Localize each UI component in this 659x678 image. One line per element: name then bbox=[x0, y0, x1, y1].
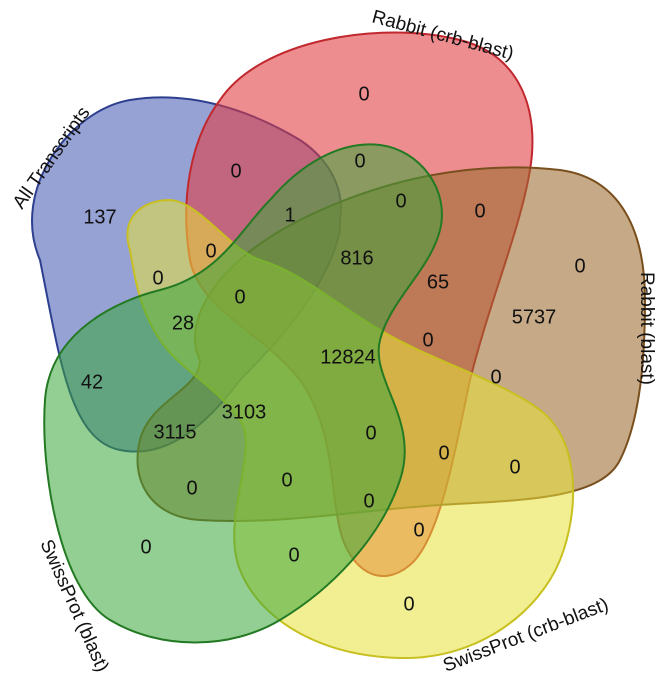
region-count: 42 bbox=[81, 371, 103, 393]
region-count: 0 bbox=[234, 286, 245, 308]
region-count: 0 bbox=[288, 544, 299, 566]
label-rabbit-blast: Rabbit (blast) bbox=[636, 272, 657, 385]
region-count: 1 bbox=[284, 204, 295, 226]
region-count: 0 bbox=[422, 329, 433, 351]
region-count: 0 bbox=[281, 469, 292, 491]
region-count: 0 bbox=[403, 593, 414, 615]
region-count: 3115 bbox=[153, 421, 196, 443]
region-count: 0 bbox=[490, 366, 501, 388]
region-count: 0 bbox=[474, 200, 485, 222]
region-count: 0 bbox=[574, 255, 585, 277]
region-count: 5737 bbox=[512, 306, 557, 328]
region-count: 0 bbox=[140, 536, 151, 558]
region-count: 0 bbox=[509, 456, 520, 478]
region-count: 0 bbox=[230, 160, 241, 182]
region-count: 28 bbox=[172, 312, 194, 334]
region-count: 0 bbox=[365, 422, 376, 444]
region-count: 0 bbox=[354, 150, 365, 172]
region-count: 0 bbox=[186, 477, 197, 499]
region-count: 137 bbox=[83, 206, 116, 228]
region-count: 0 bbox=[205, 240, 216, 262]
region-count: 0 bbox=[395, 190, 406, 212]
region-count: 12824 bbox=[320, 346, 376, 368]
region-count: 0 bbox=[413, 519, 424, 541]
region-count: 65 bbox=[427, 271, 449, 293]
region-count: 816 bbox=[340, 247, 373, 269]
region-count: 3103 bbox=[222, 401, 267, 423]
region-count: 0 bbox=[152, 267, 163, 289]
region-count: 0 bbox=[438, 442, 449, 464]
region-count: 0 bbox=[358, 83, 369, 105]
region-count: 0 bbox=[363, 490, 374, 512]
set-swissprot-blast-shape bbox=[43, 143, 443, 644]
